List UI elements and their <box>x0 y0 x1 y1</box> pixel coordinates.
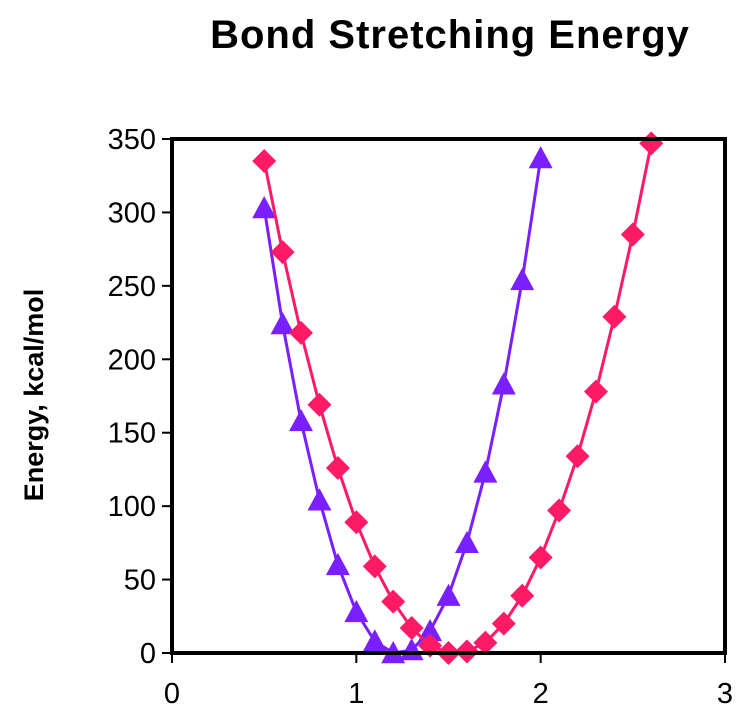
series-2-point <box>325 455 350 480</box>
series-1-point <box>528 146 553 169</box>
x-tick-label: 1 <box>348 678 364 710</box>
series-1-point <box>344 599 369 623</box>
series-1-point <box>289 408 314 432</box>
series-2-point <box>399 616 424 641</box>
x-tick-label: 3 <box>717 678 733 710</box>
y-tick-label: 50 <box>124 565 156 597</box>
plot-area-frame <box>170 137 727 655</box>
series-1 <box>252 146 553 664</box>
series-1-point <box>418 618 443 642</box>
series-1-point <box>362 629 387 652</box>
series-1-point <box>473 460 498 483</box>
series-2-point <box>639 131 664 156</box>
series-2-point <box>252 149 277 174</box>
series-layer <box>252 131 664 665</box>
series-2-point <box>602 304 627 329</box>
y-tick-label: 0 <box>140 638 156 670</box>
series-2-point <box>491 611 516 636</box>
series-2-point <box>565 444 590 469</box>
y-tick-label: 150 <box>108 418 156 450</box>
series-1-point <box>454 530 479 554</box>
series-2-point <box>620 222 645 247</box>
y-axis-label: Energy, kcal/mol <box>19 289 49 502</box>
y-tick-label: 300 <box>108 197 156 229</box>
series-2-point <box>528 545 553 570</box>
series-2-point <box>473 630 498 655</box>
series-1-point <box>270 312 295 335</box>
series-1-point <box>510 267 535 291</box>
series-1-line <box>262 157 543 655</box>
series-1-point <box>252 196 277 219</box>
series-2 <box>252 131 664 665</box>
series-1-point <box>436 583 461 606</box>
series-2-point <box>583 379 608 404</box>
series-2-point <box>362 554 387 579</box>
series-2-point <box>510 583 535 608</box>
y-tick-label: 350 <box>108 124 156 156</box>
series-2-point <box>381 589 406 614</box>
series-2-point <box>344 510 369 535</box>
series-2-point <box>547 498 572 523</box>
axes <box>162 138 726 663</box>
series-1-point <box>491 372 516 395</box>
series-1-point <box>307 488 332 511</box>
x-tick-label: 0 <box>164 678 180 710</box>
chart-title: Bond Stretching Energy <box>210 13 690 57</box>
tick-labels: 0 50 100 150 200 250 300 350 0 1 2 3 <box>108 124 733 710</box>
y-tick-label: 250 <box>108 271 156 303</box>
y-tick-label: 100 <box>108 491 156 523</box>
series-2-point <box>270 240 295 265</box>
series-1-point <box>325 552 350 576</box>
x-tick-label: 2 <box>533 678 549 710</box>
y-tick-label: 200 <box>108 344 156 376</box>
series-2-point <box>289 320 314 345</box>
series-2-point <box>307 392 332 417</box>
